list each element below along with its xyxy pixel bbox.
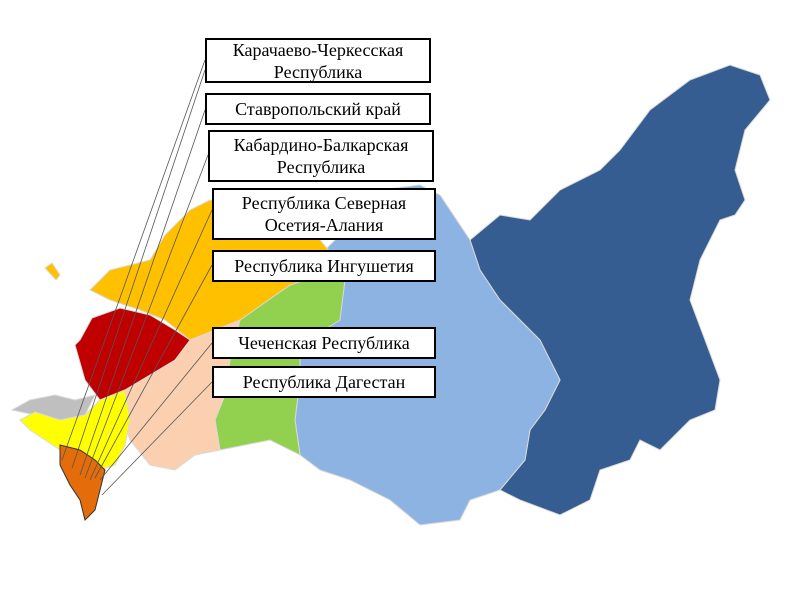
label-ingushetia: Республика Ингушетия [212,250,436,282]
leader-line [61,59,206,461]
leader-line [89,209,213,481]
label-dagestan: Республика Дагестан [212,366,436,398]
leader-line [71,69,206,469]
leader-line [79,109,206,476]
leader-line [99,342,213,481]
label-north-ossetia: Республика Северная Осетия-Алания [212,188,436,240]
leader-line [94,264,213,479]
leader-line [101,381,213,496]
leader-lines [61,59,213,496]
region-northwest-island [44,262,61,281]
label-chechnya: Чеченская Республика [212,327,436,359]
label-karachay-cherkessia: Карачаево-Черкесская Республика [205,38,431,83]
label-kabardino-balkaria: Кабардино-Балкарская Республика [208,130,434,182]
leader-line [84,154,209,479]
label-stavropol: Ставропольский край [205,93,431,125]
region-north-caucasus [59,444,106,521]
